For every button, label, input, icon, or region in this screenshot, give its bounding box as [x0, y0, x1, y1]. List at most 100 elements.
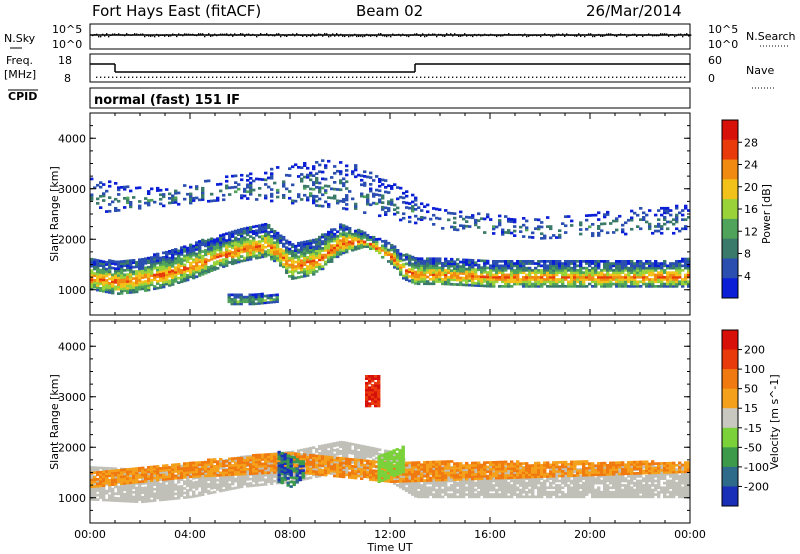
noise-point: [364, 35, 366, 37]
data-cell: [192, 258, 196, 262]
data-cell: [162, 251, 166, 255]
data-cell: [405, 257, 409, 261]
data-cell: [486, 273, 490, 277]
data-cell: [375, 244, 379, 248]
data-cell: [258, 235, 262, 239]
data-cell: [327, 233, 331, 236]
data-cell: [276, 481, 280, 485]
data-cell: [417, 266, 421, 270]
data-cell: [483, 275, 487, 279]
data-cell: [516, 262, 520, 265]
data-cell: [156, 280, 160, 283]
data-cell: [251, 295, 255, 299]
data-cell: [132, 259, 136, 262]
data-cell: [255, 231, 259, 235]
data-cell: [171, 201, 175, 204]
data-cell: [417, 493, 421, 496]
data-cell: [315, 450, 319, 453]
data-cell: [261, 478, 265, 482]
data-cell: [201, 270, 205, 274]
data-cell: [216, 199, 220, 202]
data-cell: [183, 197, 187, 201]
data-cell: [90, 282, 94, 286]
data-cell: [447, 262, 451, 265]
data-cell: [408, 489, 412, 492]
data-cell: [420, 490, 424, 494]
data-cell: [309, 174, 313, 177]
data-cell: [408, 475, 412, 478]
data-cell: [615, 228, 619, 232]
data-cell: [525, 275, 529, 279]
data-cell: [93, 493, 97, 497]
data-cell: [267, 475, 271, 479]
data-cell: [390, 244, 394, 247]
data-cell: [246, 174, 250, 178]
data-cell: [597, 271, 601, 274]
data-cell: [537, 227, 541, 231]
data-cell: [336, 244, 340, 247]
data-cell: [213, 486, 217, 489]
data-cell: [438, 208, 442, 211]
data-cell: [324, 235, 328, 239]
noise-point: [526, 35, 528, 38]
data-cell: [570, 219, 574, 223]
data-cell: [324, 233, 328, 236]
data-cell: [627, 280, 631, 284]
data-cell: [423, 488, 427, 492]
data-cell: [558, 233, 562, 237]
data-cell: [387, 241, 391, 245]
data-cell: [456, 269, 460, 273]
data-cell: [339, 250, 343, 254]
data-cell: [239, 298, 243, 301]
data-cell: [168, 279, 172, 283]
data-cell: [183, 277, 187, 280]
data-cell: [177, 251, 181, 255]
data-cell: [534, 275, 538, 279]
data-cell: [549, 225, 553, 228]
noise-point: [170, 35, 172, 37]
noise-point: [550, 35, 552, 37]
data-cell: [156, 485, 160, 488]
data-cell: [672, 218, 676, 221]
data-cell: [201, 266, 205, 269]
data-cell: [435, 273, 439, 276]
data-cell: [687, 280, 691, 284]
data-cell: [144, 495, 148, 499]
data-cell: [153, 264, 157, 268]
data-cell: [333, 235, 337, 238]
data-cell: [245, 298, 249, 301]
data-cell: [272, 300, 276, 304]
data-cell: [219, 250, 223, 253]
data-cell: [282, 235, 286, 239]
data-cell: [198, 253, 202, 257]
data-cell: [306, 265, 310, 268]
data-cell: [186, 251, 190, 254]
data-cell: [159, 283, 163, 287]
data-cell: [159, 188, 163, 192]
data-cell: [336, 450, 340, 454]
data-cell: [237, 481, 241, 485]
data-cell: [285, 260, 289, 263]
data-cell: [309, 476, 313, 480]
data-cell: [546, 225, 550, 228]
data-cell: [624, 221, 628, 225]
data-cell: [198, 198, 202, 202]
data-cell: [183, 268, 187, 271]
data-cell: [198, 480, 202, 483]
data-cell: [540, 237, 544, 240]
data-cell: [243, 187, 247, 191]
data-cell: [111, 499, 115, 502]
data-cell: [300, 254, 304, 258]
data-cell: [414, 261, 418, 265]
data-cell: [111, 291, 115, 295]
data-cell: [351, 232, 355, 236]
noise-point: [306, 35, 308, 38]
data-cell: [108, 282, 112, 285]
data-cell: [450, 276, 454, 279]
data-cell: [93, 281, 97, 284]
noise-point: [616, 35, 618, 38]
data-cell: [384, 213, 388, 216]
data-cell: [585, 271, 589, 274]
data-cell: [504, 273, 508, 277]
data-cell: [213, 261, 217, 264]
